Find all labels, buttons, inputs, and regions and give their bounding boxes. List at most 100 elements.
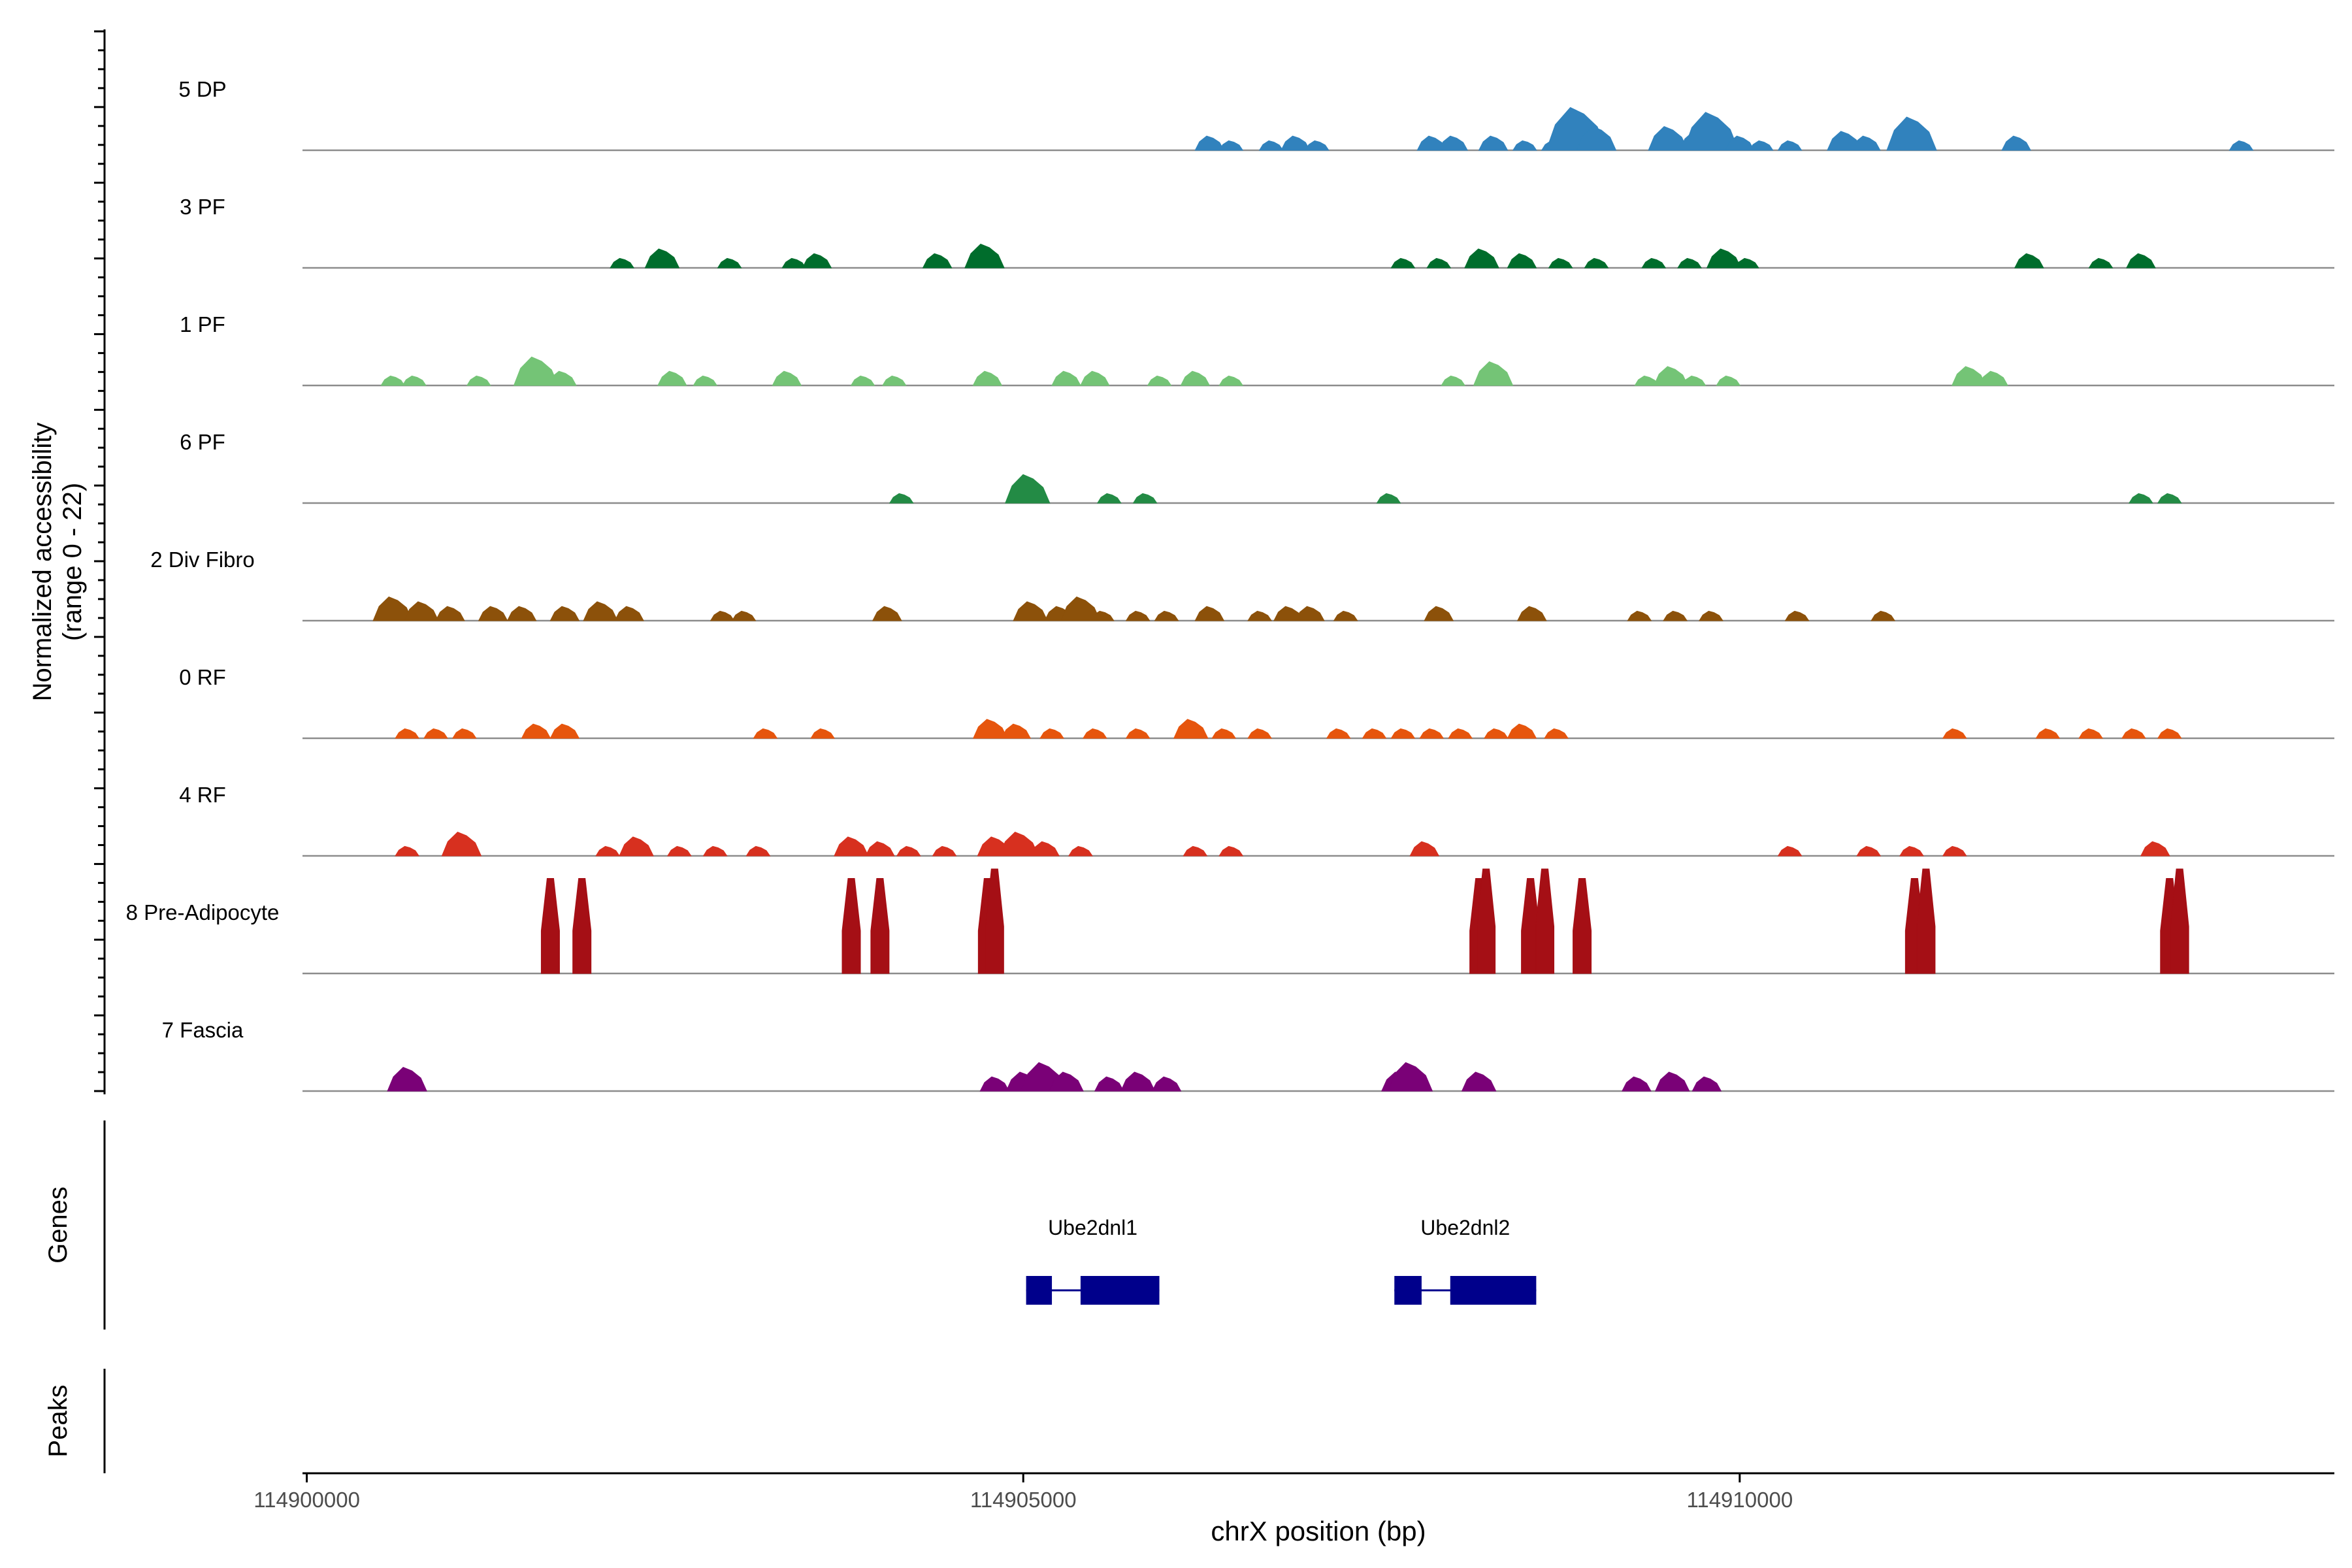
coverage-peak [610,257,635,269]
track-label: 1 PF [180,312,225,336]
track-4-rf: 4 RF [179,783,2334,857]
coverage-peak [2129,493,2153,504]
coverage-peak [1390,257,1416,269]
coverage-peak [1699,610,1723,621]
coverage-peak [1409,841,1440,857]
coverage-peak [1677,257,1702,269]
gene-ube2dnl1: Ube2dnl1 [1026,1216,1160,1305]
coverage-peak [1477,868,1496,974]
gene-label: Ube2dnl1 [1048,1216,1137,1239]
gene-label: Ube2dnl2 [1420,1216,1510,1239]
x-tick-label: 114905000 [970,1488,1077,1512]
x-axis-label: chrX position (bp) [1211,1516,1426,1546]
coverage-peak [1777,845,1803,857]
coverage-peak [1005,474,1051,504]
coverage-peak [1194,135,1225,151]
peaks-track-label: Peaks [44,1384,73,1457]
coverage-peak [1333,610,1358,621]
coverage-peak [1716,375,1741,386]
coverage-peak [549,723,580,739]
coverage-peak [1899,845,1924,857]
coverage-peak [2088,257,2114,269]
track-label: 7 Fascia [162,1018,244,1042]
coverage-peak [1030,841,1060,857]
coverage-peak [441,832,482,857]
track-label: 3 PF [180,195,225,219]
coverage-peak [1247,610,1273,621]
coverage-peak [896,845,921,857]
coverage-peak [1484,728,1509,739]
track-8-pre-adipocyte: 8 Pre-Adipocyte [126,868,2334,975]
coverage-peak [1544,728,1569,739]
coverage-peak [451,728,477,739]
coverage-peak [619,836,654,857]
coverage-peak [1663,610,1688,621]
coverage-peak [1089,610,1115,621]
coverage-peak [841,878,861,974]
coverage-peak [1777,140,1803,151]
coverage-peak [1180,370,1211,386]
coverage-peak [1784,610,1810,621]
coverage-peak [1390,728,1416,739]
coverage-peak [834,836,869,857]
coverage-peak [2121,728,2146,739]
coverage-peak [1068,845,1093,857]
coverage-peak [1387,1062,1433,1092]
coverage-peak [717,257,742,269]
coverage-peak [1464,248,1499,269]
track-7-fascia: 7 Fascia [162,1018,2334,1092]
coverage-peak [1441,375,1466,386]
coverage-peak [2229,140,2254,151]
coverage-peak [1281,135,1311,151]
coverage-peak [402,375,427,386]
coverage-peak [710,610,735,621]
coverage-peak [1850,135,1881,151]
coverage-peak [1362,728,1387,739]
coverage-peak [1653,366,1689,386]
coverage-peak [772,370,802,386]
coverage-peak [395,845,420,857]
coverage-peak [870,878,890,974]
coverage-peak [1438,135,1469,151]
coverage-peak [2078,728,2104,739]
coverage-peak [1132,493,1158,504]
coverage-peak [1326,728,1351,739]
x-tick-label: 114900000 [253,1488,360,1512]
coverage-peak [2126,253,2156,269]
coverage-peak [1013,601,1048,621]
coverage-peak [972,370,1003,386]
track-2-div-fibro: 2 Div Fibro [150,547,2334,622]
coverage-peak [1576,126,1617,151]
coverage-peak [1734,257,1759,269]
coverage-peak [404,601,439,621]
y-axis-label: Normalized accessibility [28,423,57,702]
coverage-peak [1001,723,1032,739]
coverage-peak [731,610,757,621]
track-0-rf: 0 RF [179,665,2334,740]
coverage-peak [1516,606,1547,621]
coverage-peak [1304,140,1330,151]
coverage-peak [865,841,895,857]
track-1-pf: 1 PF [180,312,2334,387]
gene-exon [1080,1276,1160,1305]
coverage-peak [2157,728,2182,739]
coverage-peak [644,248,680,269]
coverage-peak [572,878,592,974]
coverage-peak [506,606,537,621]
coverage-peak [979,1076,1010,1092]
coverage-peak [478,606,508,621]
coverage-peak [1082,728,1107,739]
coverage-peak [1870,610,1896,621]
coverage-peak [1654,1071,1690,1092]
coverage-peak [1512,140,1537,151]
coverage-peak [753,728,778,739]
coverage-peak [1295,606,1325,621]
track-3-pf: 3 PF [180,195,2334,269]
coverage-peak [1942,845,1967,857]
coverage-peak [466,375,491,386]
coverage-peak [1211,728,1237,739]
coverage-peak [1942,728,1967,739]
coverage-peak [702,845,728,857]
coverage-peak [1573,878,1592,974]
track-label: 0 RF [179,665,226,689]
